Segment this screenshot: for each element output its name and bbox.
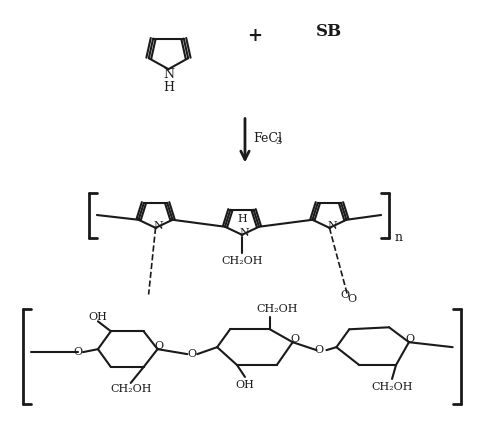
Text: O: O	[314, 345, 323, 355]
Text: CH₂OH: CH₂OH	[110, 384, 151, 394]
Text: O: O	[74, 347, 83, 357]
Text: H: H	[237, 214, 247, 224]
Text: CH₂OH: CH₂OH	[221, 256, 263, 266]
Text: O: O	[341, 289, 350, 299]
Text: n: n	[395, 231, 403, 244]
Text: O: O	[154, 341, 163, 351]
Text: +: +	[247, 27, 262, 45]
Text: N: N	[239, 228, 249, 238]
Text: N: N	[328, 221, 337, 231]
Text: N: N	[163, 68, 174, 81]
Text: FeCl: FeCl	[253, 132, 282, 145]
Text: OH: OH	[236, 380, 255, 390]
Text: 3: 3	[275, 137, 281, 146]
Text: OH: OH	[89, 312, 107, 322]
Text: CH₂OH: CH₂OH	[371, 382, 413, 392]
Text: O: O	[348, 294, 357, 305]
Text: N: N	[153, 221, 164, 231]
Text: O: O	[290, 334, 299, 344]
Text: O: O	[188, 349, 197, 359]
Text: H: H	[163, 81, 174, 94]
Text: O: O	[406, 334, 414, 344]
Text: SB: SB	[317, 23, 343, 39]
Text: CH₂OH: CH₂OH	[256, 304, 298, 314]
